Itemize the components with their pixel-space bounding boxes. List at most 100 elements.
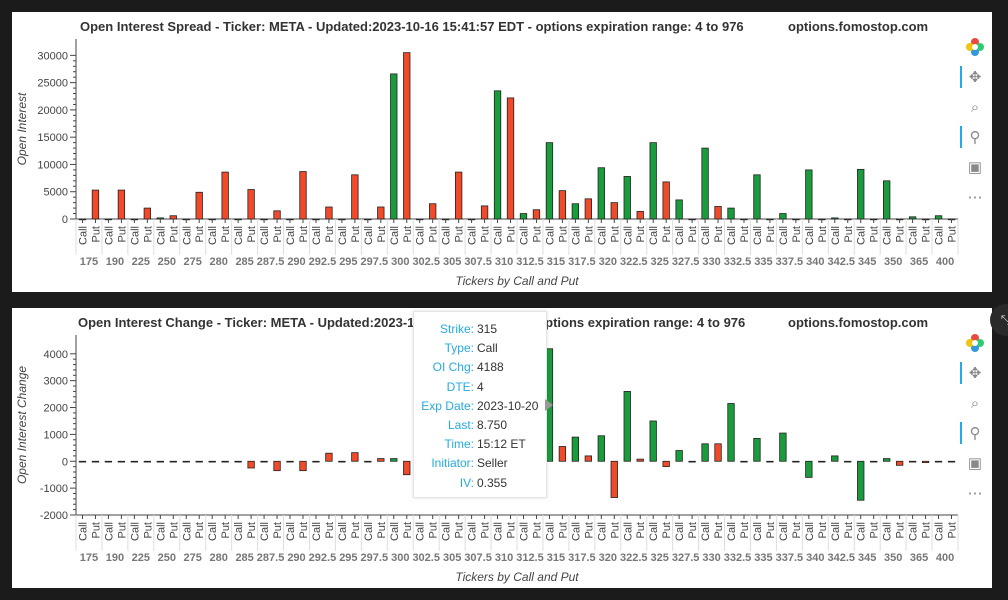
x-category-label: 307.5 <box>464 256 492 268</box>
oi-change-call-bar <box>805 460 813 478</box>
box-zoom-icon[interactable]: ⌕ <box>970 98 980 116</box>
oi-change-put-bar <box>91 460 100 463</box>
oi-change-call-bar <box>831 455 839 462</box>
oi-change-call-bar <box>908 460 917 463</box>
tooltip-pointer <box>545 399 553 411</box>
pan-icon[interactable]: ✥ <box>960 64 988 90</box>
y-tick-label: 3000 <box>44 376 68 388</box>
x-sub-label: Call <box>181 522 193 541</box>
oi-change-chart[interactable]: -2000 -1000 0 1000 2000 3000 4000 Open Interest… <box>12 308 962 588</box>
more-icon[interactable]: ⋯ <box>967 485 983 502</box>
x-category-label: 300 <box>391 256 409 268</box>
x-category-label: 295 <box>339 256 357 268</box>
tooltip-row: Type: Call <box>414 341 546 357</box>
x-sub-label: Call <box>856 522 868 541</box>
box-zoom-icon[interactable]: ⌕ <box>970 394 980 412</box>
x-sub-label: Put <box>168 522 180 539</box>
oi-put-bar <box>429 203 437 220</box>
x-category-label: 340 <box>806 552 824 564</box>
oi-change-call-bar <box>364 460 372 463</box>
x-sub-label: Call <box>830 522 842 541</box>
oi-change-call-bar <box>779 432 787 462</box>
tooltip-value: 4188 <box>477 360 504 375</box>
oi-spread-chart[interactable]: 0 5000 10000 15000 20000 25000 30000 Open Inter… <box>12 12 962 292</box>
x-category-label: 337.5 <box>776 256 804 268</box>
tooltip-key: Exp Date: <box>421 398 474 413</box>
tooltip-key: Type: <box>444 341 474 356</box>
x-category-label: 327.5 <box>672 256 700 268</box>
save-icon[interactable]: ▣ <box>967 159 983 176</box>
oi-put-bar <box>221 171 229 220</box>
tooltip-value: Call <box>477 341 498 356</box>
x-category-label: 350 <box>884 552 902 564</box>
x-category-label: 285 <box>235 256 253 268</box>
x-sub-label: Put <box>220 522 232 539</box>
tooltip-row: Strike: 315 <box>414 322 546 338</box>
x-sub-label: Call <box>259 522 271 541</box>
oi-change-put-bar <box>740 460 748 463</box>
x-sub-label: Put <box>609 522 621 539</box>
bokeh-logo-icon[interactable] <box>962 330 988 356</box>
save-icon[interactable]: ▣ <box>967 455 983 472</box>
oi-change-call-bar <box>130 460 139 463</box>
x-sub-label: Call <box>908 522 920 541</box>
x-sub-label: Call <box>518 522 530 541</box>
x-sub-label: Call <box>467 226 479 245</box>
tooltip-row: Initiator: Seller <box>414 456 546 472</box>
x-sub-label: Call <box>596 522 608 541</box>
x-sub-label: Put <box>324 226 336 243</box>
oi-change-put-bar <box>169 460 177 463</box>
more-icon[interactable]: ⋯ <box>967 189 983 206</box>
x-sub-label: Put <box>272 522 284 539</box>
x-sub-label: Call <box>674 226 686 245</box>
oi-put-bar <box>480 205 489 220</box>
wheel-zoom-icon[interactable]: ⚲ <box>960 124 988 150</box>
bokeh-logo-icon[interactable] <box>962 34 988 60</box>
tooltip-row: OI Chg: 4188 <box>414 360 546 376</box>
x-category-label: 287.5 <box>257 256 285 268</box>
x-category-label: 335 <box>754 256 772 268</box>
x-category-label: 365 <box>910 552 928 564</box>
x-category-label: 225 <box>132 552 150 564</box>
oi-put-bar <box>247 189 255 220</box>
oi-change-put-bar <box>766 460 774 463</box>
tooltip-key: Last: <box>447 418 474 432</box>
x-category-label: 290 <box>287 256 305 268</box>
x-sub-label: Put <box>661 226 673 243</box>
oi-change-put-bar <box>558 446 567 462</box>
x-sub-label: Put <box>791 226 803 243</box>
wheel-zoom-icon[interactable]: ⚲ <box>960 420 988 446</box>
oi-call-bar <box>883 180 891 220</box>
toolbar: ✥ ⌕ ⚲ ▣ ⋯ <box>960 330 988 510</box>
x-sub-label: Call <box>129 522 141 541</box>
x-sub-label: Put <box>454 522 466 539</box>
oi-change-call-bar <box>675 450 683 462</box>
x-category-label: 250 <box>158 552 176 564</box>
tooltip-key: Initiator: <box>431 456 474 471</box>
x-sub-label: Call <box>778 226 790 245</box>
oi-put-bar <box>714 206 722 220</box>
oi-change-put-bar <box>143 460 151 463</box>
x-sub-label: Call <box>415 522 427 541</box>
x-category-label: 325 <box>650 256 668 268</box>
x-sub-label: Call <box>830 226 842 245</box>
site-label: options.fomostop.com <box>788 19 929 34</box>
x-category-label: 175 <box>80 552 98 564</box>
x-sub-label: Call <box>544 226 556 245</box>
x-category-label: 315 <box>547 256 565 268</box>
x-sub-label: Put <box>142 522 154 539</box>
x-sub-label: Put <box>480 522 492 539</box>
pan-icon[interactable]: ✥ <box>960 360 988 386</box>
chart-title: Open Interest Spread - Ticker: META - Up… <box>80 19 744 34</box>
x-sub-label: Call <box>804 522 816 541</box>
x-category-label: 310 <box>495 256 513 268</box>
oi-call-bar <box>779 213 787 220</box>
oi-put-bar <box>506 97 515 220</box>
x-sub-label: Put <box>116 522 128 539</box>
fullscreen-toggle-icon[interactable]: ⤡ <box>990 304 1008 336</box>
x-sub-label: Call <box>570 226 582 245</box>
tooltip-key: DTE: <box>446 379 474 394</box>
x-sub-label: Put <box>220 226 232 243</box>
x-sub-label: Call <box>129 226 141 245</box>
x-sub-label: Put <box>947 522 959 539</box>
